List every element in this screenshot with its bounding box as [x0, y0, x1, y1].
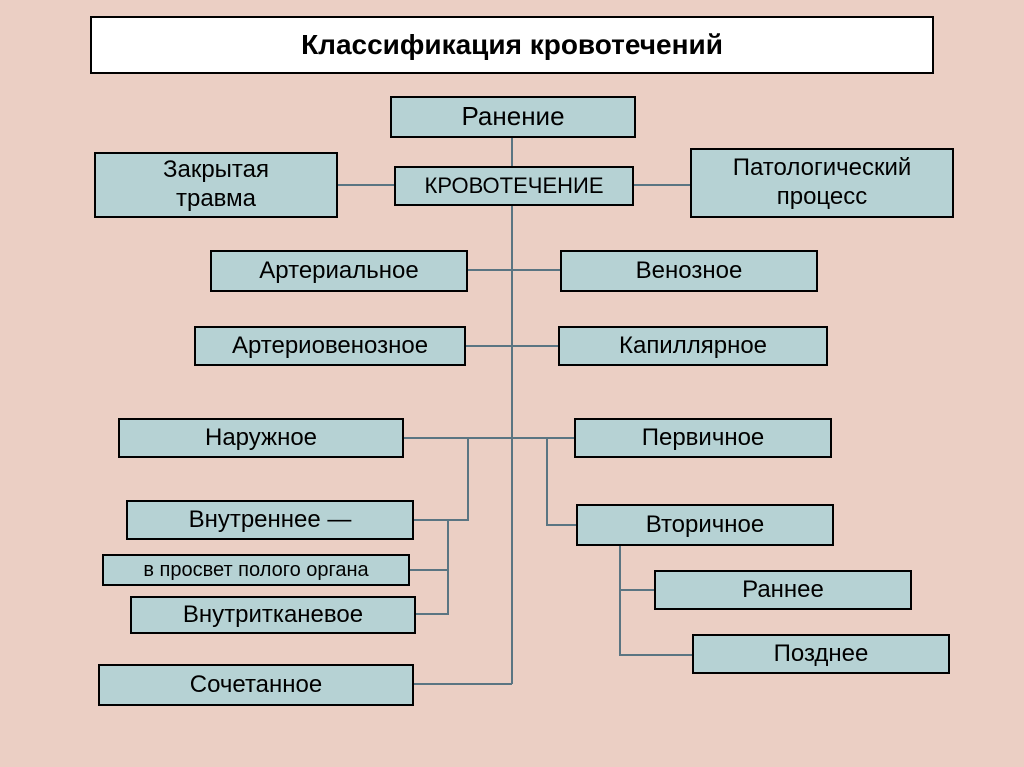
node-late: Позднее — [692, 634, 950, 674]
node-secondary: Вторичное — [576, 504, 834, 546]
node-title: Классификация кровотечений — [90, 16, 934, 74]
node-intratissue: Внутритканевое — [130, 596, 416, 634]
node-av: Артериовенозное — [194, 326, 466, 366]
diagram-canvas: Классификация кровотечений Ранение Закрыта… — [0, 0, 1024, 767]
node-combined: Сочетанное — [98, 664, 414, 706]
node-arterial: Артериальное — [210, 250, 468, 292]
node-patho: Патологическийпроцесс — [690, 148, 954, 218]
node-venous: Венозное — [560, 250, 818, 292]
node-bleeding: КРОВОТЕЧЕНИЕ — [394, 166, 634, 206]
node-early: Раннее — [654, 570, 912, 610]
node-primary: Первичное — [574, 418, 832, 458]
node-hollow: в просвет полого органа — [102, 554, 410, 586]
node-external: Наружное — [118, 418, 404, 458]
node-internal: Внутреннее — — [126, 500, 414, 540]
node-closed: Закрытаятравма — [94, 152, 338, 218]
node-capillary: Капиллярное — [558, 326, 828, 366]
node-wound: Ранение — [390, 96, 636, 138]
